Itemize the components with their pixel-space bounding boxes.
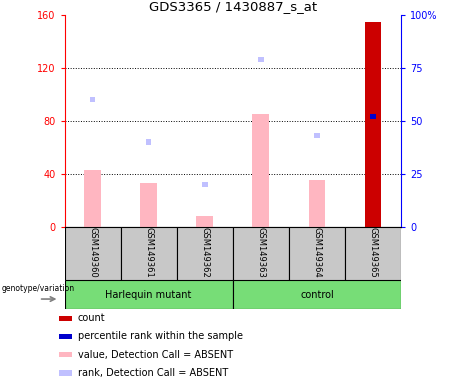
Text: GSM149364: GSM149364 <box>313 227 321 278</box>
Bar <box>196 216 213 227</box>
Bar <box>253 114 269 227</box>
Text: GSM149361: GSM149361 <box>144 227 153 278</box>
Bar <box>59 370 71 376</box>
Bar <box>314 133 320 138</box>
Bar <box>233 227 289 280</box>
Text: GSM149365: GSM149365 <box>368 227 378 278</box>
Bar <box>84 170 101 227</box>
Text: value, Detection Call = ABSENT: value, Detection Call = ABSENT <box>77 350 233 360</box>
Title: GDS3365 / 1430887_s_at: GDS3365 / 1430887_s_at <box>149 0 317 13</box>
Bar <box>233 280 401 309</box>
Text: GSM149360: GSM149360 <box>88 227 97 278</box>
Bar <box>177 227 233 280</box>
Bar <box>90 97 95 103</box>
Bar <box>289 227 345 280</box>
Bar <box>65 280 233 309</box>
Bar <box>59 316 71 321</box>
Bar <box>121 227 177 280</box>
Bar <box>65 227 121 280</box>
Bar <box>146 139 152 145</box>
Bar <box>345 227 401 280</box>
Bar <box>308 180 325 227</box>
Text: GSM149362: GSM149362 <box>200 227 209 278</box>
Text: GSM149363: GSM149363 <box>256 227 266 278</box>
Bar <box>59 334 71 339</box>
Bar <box>370 114 376 119</box>
Text: percentile rank within the sample: percentile rank within the sample <box>77 331 242 341</box>
Bar <box>140 183 157 227</box>
Bar <box>258 57 264 62</box>
Bar <box>59 352 71 358</box>
Text: genotype/variation: genotype/variation <box>1 284 74 293</box>
Text: control: control <box>300 290 334 300</box>
Bar <box>365 22 381 227</box>
Text: Harlequin mutant: Harlequin mutant <box>106 290 192 300</box>
Text: rank, Detection Call = ABSENT: rank, Detection Call = ABSENT <box>77 368 228 378</box>
Bar <box>202 182 207 187</box>
Text: count: count <box>77 313 105 323</box>
